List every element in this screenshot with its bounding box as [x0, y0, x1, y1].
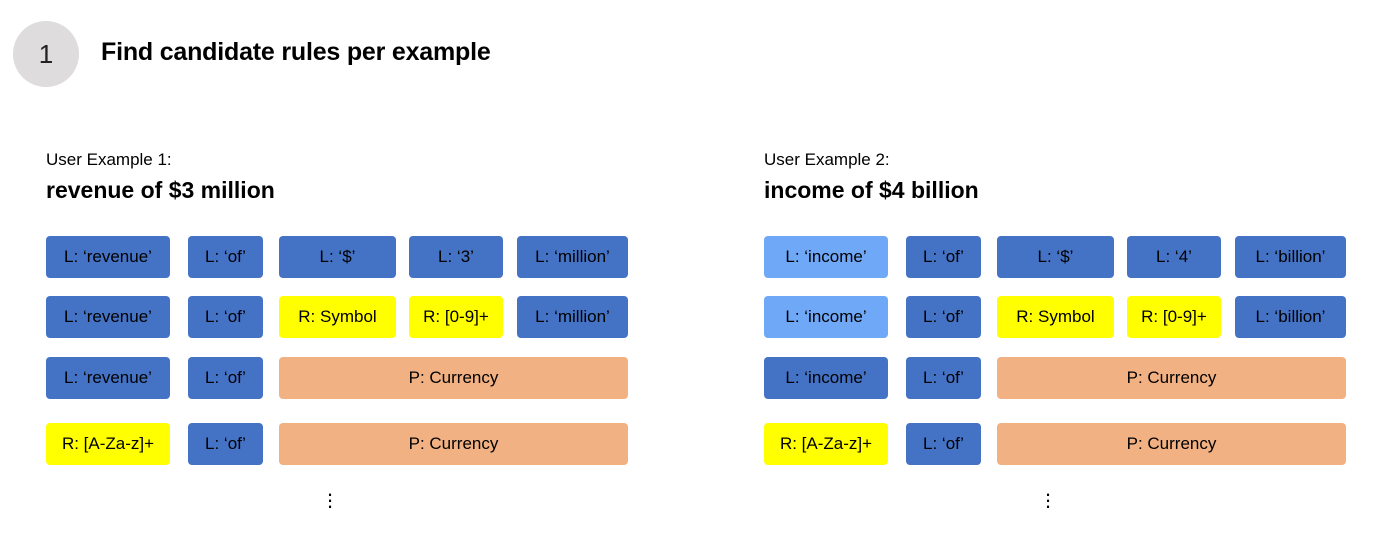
rule-chip-literal: L: ‘million’: [517, 236, 628, 278]
rule-chip-literal: L: ‘of’: [906, 236, 981, 278]
example-text: revenue of $3 million: [46, 177, 275, 203]
rule-chip-literal: L: ‘of’: [188, 357, 263, 399]
rule-chip-literal: L: ‘revenue’: [46, 357, 170, 399]
example-text: income of $4 billion: [764, 177, 979, 203]
rule-chip-regex: R: Symbol: [279, 296, 396, 338]
rule-chip-pattern: P: Currency: [279, 423, 628, 465]
rule-chip-literal: L: ‘of’: [188, 236, 263, 278]
step-number-badge: 1: [13, 21, 79, 87]
step-title: Find candidate rules per example: [101, 38, 491, 66]
rule-chip-literal: L: ‘income’: [764, 357, 888, 399]
rule-chip-literal: L: ‘billion’: [1235, 296, 1346, 338]
rule-chip-literal: L: ‘of’: [906, 357, 981, 399]
rule-chip-literal: L: ‘of’: [906, 423, 981, 465]
rule-chip-literal: L: ‘million’: [517, 296, 628, 338]
rule-chip-literal-highlight: L: ‘income’: [764, 296, 888, 338]
rule-chip-regex: R: [A-Za-z]+: [764, 423, 888, 465]
rule-chip-literal: L: ‘3’: [409, 236, 503, 278]
step-number: 1: [38, 38, 54, 69]
example-label: User Example 1:: [46, 150, 172, 169]
example-panel-2: User Example 2: income of $4 billion L: …: [764, 150, 1364, 530]
rule-chip-pattern: P: Currency: [279, 357, 628, 399]
rule-chip-literal: L: ‘revenue’: [46, 296, 170, 338]
rule-chip-literal: L: ‘revenue’: [46, 236, 170, 278]
vertical-ellipsis-icon: · · ·: [326, 481, 334, 518]
rule-chip-literal-highlight: L: ‘income’: [764, 236, 888, 278]
rule-chip-literal: L: ‘billion’: [1235, 236, 1346, 278]
rule-chip-literal: L: ‘of’: [188, 296, 263, 338]
rule-chip-literal: L: ‘4’: [1127, 236, 1221, 278]
rule-chip-regex: R: [0-9]+: [1127, 296, 1221, 338]
example-label: User Example 2:: [764, 150, 890, 169]
rule-chip-pattern: P: Currency: [997, 423, 1346, 465]
rule-chip-literal: L: ‘$’: [279, 236, 396, 278]
rule-chip-pattern: P: Currency: [997, 357, 1346, 399]
vertical-ellipsis-icon: · · ·: [1044, 481, 1052, 518]
example-panel-1: User Example 1: revenue of $3 million L:…: [46, 150, 646, 530]
rule-chip-regex: R: [0-9]+: [409, 296, 503, 338]
rule-chip-literal: L: ‘$’: [997, 236, 1114, 278]
rule-chip-literal: L: ‘of’: [188, 423, 263, 465]
rule-chip-literal: L: ‘of’: [906, 296, 981, 338]
rule-chip-regex: R: [A-Za-z]+: [46, 423, 170, 465]
rule-chip-regex: R: Symbol: [997, 296, 1114, 338]
